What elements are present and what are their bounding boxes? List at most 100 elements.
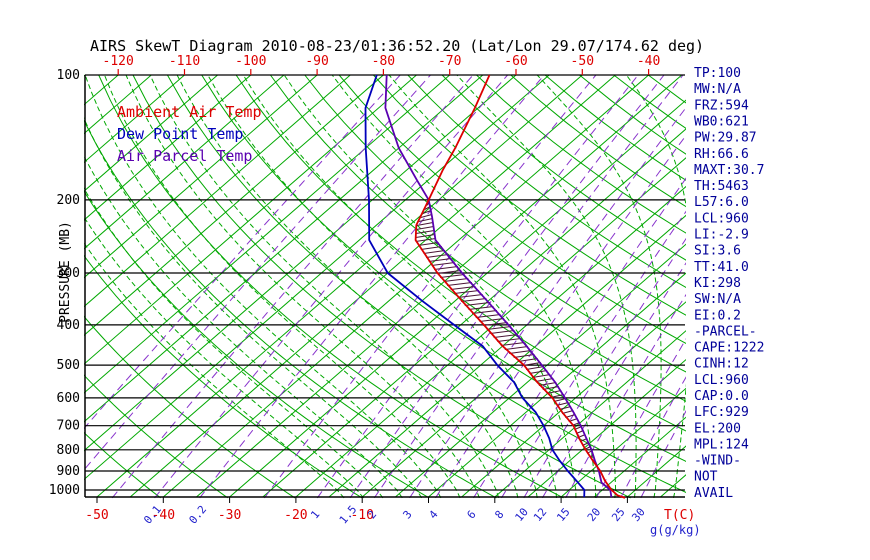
mixing-ratio-tick-label: 1 [308, 508, 322, 521]
cape-hatch-line [509, 350, 532, 354]
isotherm-line [84, 74, 218, 192]
mixing-ratio-tick-label: 0.1 [141, 503, 164, 527]
cape-hatch-line [483, 322, 508, 326]
moist-adiabat-line [84, 74, 442, 499]
top-temp-label: -110 [169, 54, 200, 69]
cape-hatch-line [553, 398, 567, 402]
stat-line: L57:6.0 [694, 195, 749, 210]
stat-line: AVAIL [694, 486, 733, 501]
cape-hatch-line [461, 298, 487, 302]
cape-hatch-line [500, 342, 525, 346]
stat-line: NOT [694, 470, 718, 485]
stat-line: MAXT:30.7 [694, 163, 764, 178]
stat-line: EL:200 [694, 421, 741, 436]
stat-line: MPL:124 [694, 437, 749, 452]
dry-adiabat-line [304, 74, 686, 373]
cape-hatch-line [504, 346, 529, 350]
cape-hatch-line [513, 354, 535, 358]
moist-adiabat-line [331, 74, 597, 498]
isotherm-line [196, 74, 683, 498]
bottom-temp-label: -30 [218, 508, 241, 523]
cape-hatch-line [416, 222, 434, 226]
cape-hatch-line [535, 378, 554, 382]
mixing-ratio-tick-label: 12 [531, 505, 549, 524]
moist-adiabat-line [207, 74, 538, 498]
top-temp-label: -100 [235, 54, 266, 69]
cape-hatch-line [434, 266, 459, 270]
moist-adiabat-line [388, 74, 617, 498]
moist-adiabat-line [456, 74, 637, 498]
isotherm-line [84, 74, 550, 481]
moist-adiabat-line [84, 117, 423, 499]
bottom-temp-label: -10 [350, 508, 373, 523]
isotherm-line [129, 74, 616, 498]
cape-hatch-line [457, 294, 483, 298]
dry-adiabat-line [84, 254, 363, 499]
pressure-tick-label: 700 [57, 419, 80, 434]
dry-adiabat-line [235, 74, 686, 432]
bottom-temp-label: -50 [85, 508, 108, 523]
cape-hatch-line [454, 290, 480, 294]
moist-adiabat-line [176, 74, 519, 499]
bottom-temp-label: -40 [152, 508, 175, 523]
legend-ambient-air-temp: Ambient Air Temp [117, 103, 262, 121]
dry-adiabat-line [407, 74, 686, 288]
top-temp-label: -120 [103, 54, 134, 69]
cape-hatch-area [415, 202, 596, 462]
isotherm-line [428, 272, 686, 498]
cape-hatch-line [420, 214, 433, 218]
stat-line: LCL:960 [694, 373, 749, 388]
mixing-ratio-tick-label: 15 [554, 505, 572, 524]
pressure-tick-label: 900 [57, 464, 80, 479]
moist-adiabat-line [536, 74, 662, 498]
top-temp-label: -90 [305, 54, 328, 69]
stat-line: -PARCEL- [694, 324, 757, 339]
mixing-ratio-tick-label: 20 [585, 505, 603, 524]
cape-hatch-line [415, 234, 435, 238]
cape-hatch-line [542, 386, 559, 390]
dry-adiabat-line [338, 74, 686, 344]
moist-adiabat-line [84, 187, 384, 499]
cape-hatch-line [443, 278, 469, 282]
moist-adiabat-line [125, 74, 480, 499]
isotherm-line [328, 185, 686, 498]
cape-hatch-line [440, 274, 465, 278]
mixing-ratio-tick-label: 30 [629, 505, 647, 524]
isotherm-line [84, 74, 185, 164]
chart-title: AIRS SkewT Diagram 2010-08-23/01:36:52.2… [90, 37, 704, 55]
stat-line: KI:298 [694, 276, 741, 291]
isotherm-line [84, 74, 252, 221]
cape-hatch-line [559, 406, 572, 410]
stat-line: LI:-2.9 [694, 228, 749, 243]
stat-line: LCL:960 [694, 211, 749, 226]
mixing-ratio-line [541, 262, 686, 499]
isotherm-line [395, 243, 686, 498]
cape-hatch-line [493, 334, 518, 338]
background-grid [84, 74, 686, 499]
isotherm-line [96, 74, 583, 498]
pressure-tick-label: 1000 [49, 483, 80, 498]
dry-adiabat-line [166, 74, 686, 494]
mixing-ratio-line [523, 237, 686, 499]
cape-hatch-line [529, 370, 548, 374]
stat-line: TH:5463 [694, 179, 749, 194]
moist-adiabat-line [149, 74, 500, 499]
cape-hatch-line [546, 390, 562, 394]
top-temp-label: -40 [637, 54, 660, 69]
isotherm-line [593, 416, 686, 498]
cape-hatch-line [418, 242, 439, 246]
isotherm-line [84, 74, 451, 394]
cape-hatch-line [479, 318, 505, 322]
isotherm-line [262, 128, 686, 498]
stat-line: TP:100 [694, 66, 741, 81]
isotherm-line [162, 74, 649, 498]
stat-line: EI:0.2 [694, 308, 741, 323]
top-temp-label: -80 [372, 54, 395, 69]
cape-hatch-line [418, 218, 433, 222]
cape-hatch-line [464, 302, 490, 306]
stat-line: SW:N/A [694, 292, 741, 307]
cape-hatch-line [472, 310, 498, 314]
